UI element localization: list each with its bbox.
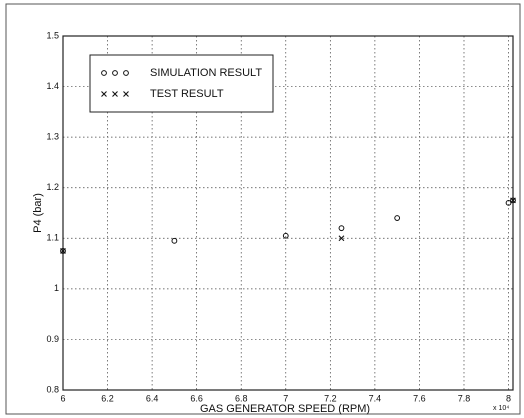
frame [5,3,521,415]
y-tick-label: 1.2 [46,182,59,192]
marker-circle [394,215,401,221]
y-tick-label: 0.8 [46,384,59,394]
marker-circle [510,197,516,204]
marker-circle [171,237,178,244]
x-tick-label: 7.2 [324,393,337,403]
legend-marker [123,91,129,97]
x-tick-label: 6.8 [235,393,248,403]
legend-marker [101,70,107,76]
x-tick-label: 6.2 [101,393,114,403]
x-tick-label: 6.4 [146,393,159,403]
legend-marker [112,70,118,76]
y-tick-label: 1.3 [46,132,59,142]
marker-circle [338,225,345,232]
x-tick-label: 7.4 [369,393,382,403]
marker-cross [60,248,66,254]
legend-marker [101,91,107,97]
marker-cross [338,235,345,242]
marker-cross [510,197,516,204]
x-multiplier: x 10⁴ [493,405,509,412]
y-tick-label: 1.4 [46,81,59,91]
x-tick-label: 7 [283,393,288,403]
y-tick-label: 0.9 [46,334,59,344]
y-tick-label: 1 [54,283,59,293]
x-tick-label: 7.8 [458,393,471,403]
x-label: GAS GENERATOR SPEED (RPM) [200,403,370,415]
legend-label: SIMULATION RESULT [150,67,262,79]
legend-box [89,54,274,113]
x-tick-label: 6.6 [190,393,203,403]
marker-circle [282,232,289,239]
legend-marker [123,70,129,76]
y-label: P4 (bar) [32,193,44,233]
plot-border [62,35,514,391]
legend-marker [112,91,118,97]
x-tick-label: 6 [60,393,65,403]
legend-label: TEST RESULT [150,88,224,100]
x-tick-label: 8 [506,393,511,403]
marker-circle [60,248,66,254]
y-tick-label: 1.1 [46,233,59,243]
y-tick-label: 1.5 [46,30,59,40]
x-tick-label: 7.6 [413,393,426,403]
